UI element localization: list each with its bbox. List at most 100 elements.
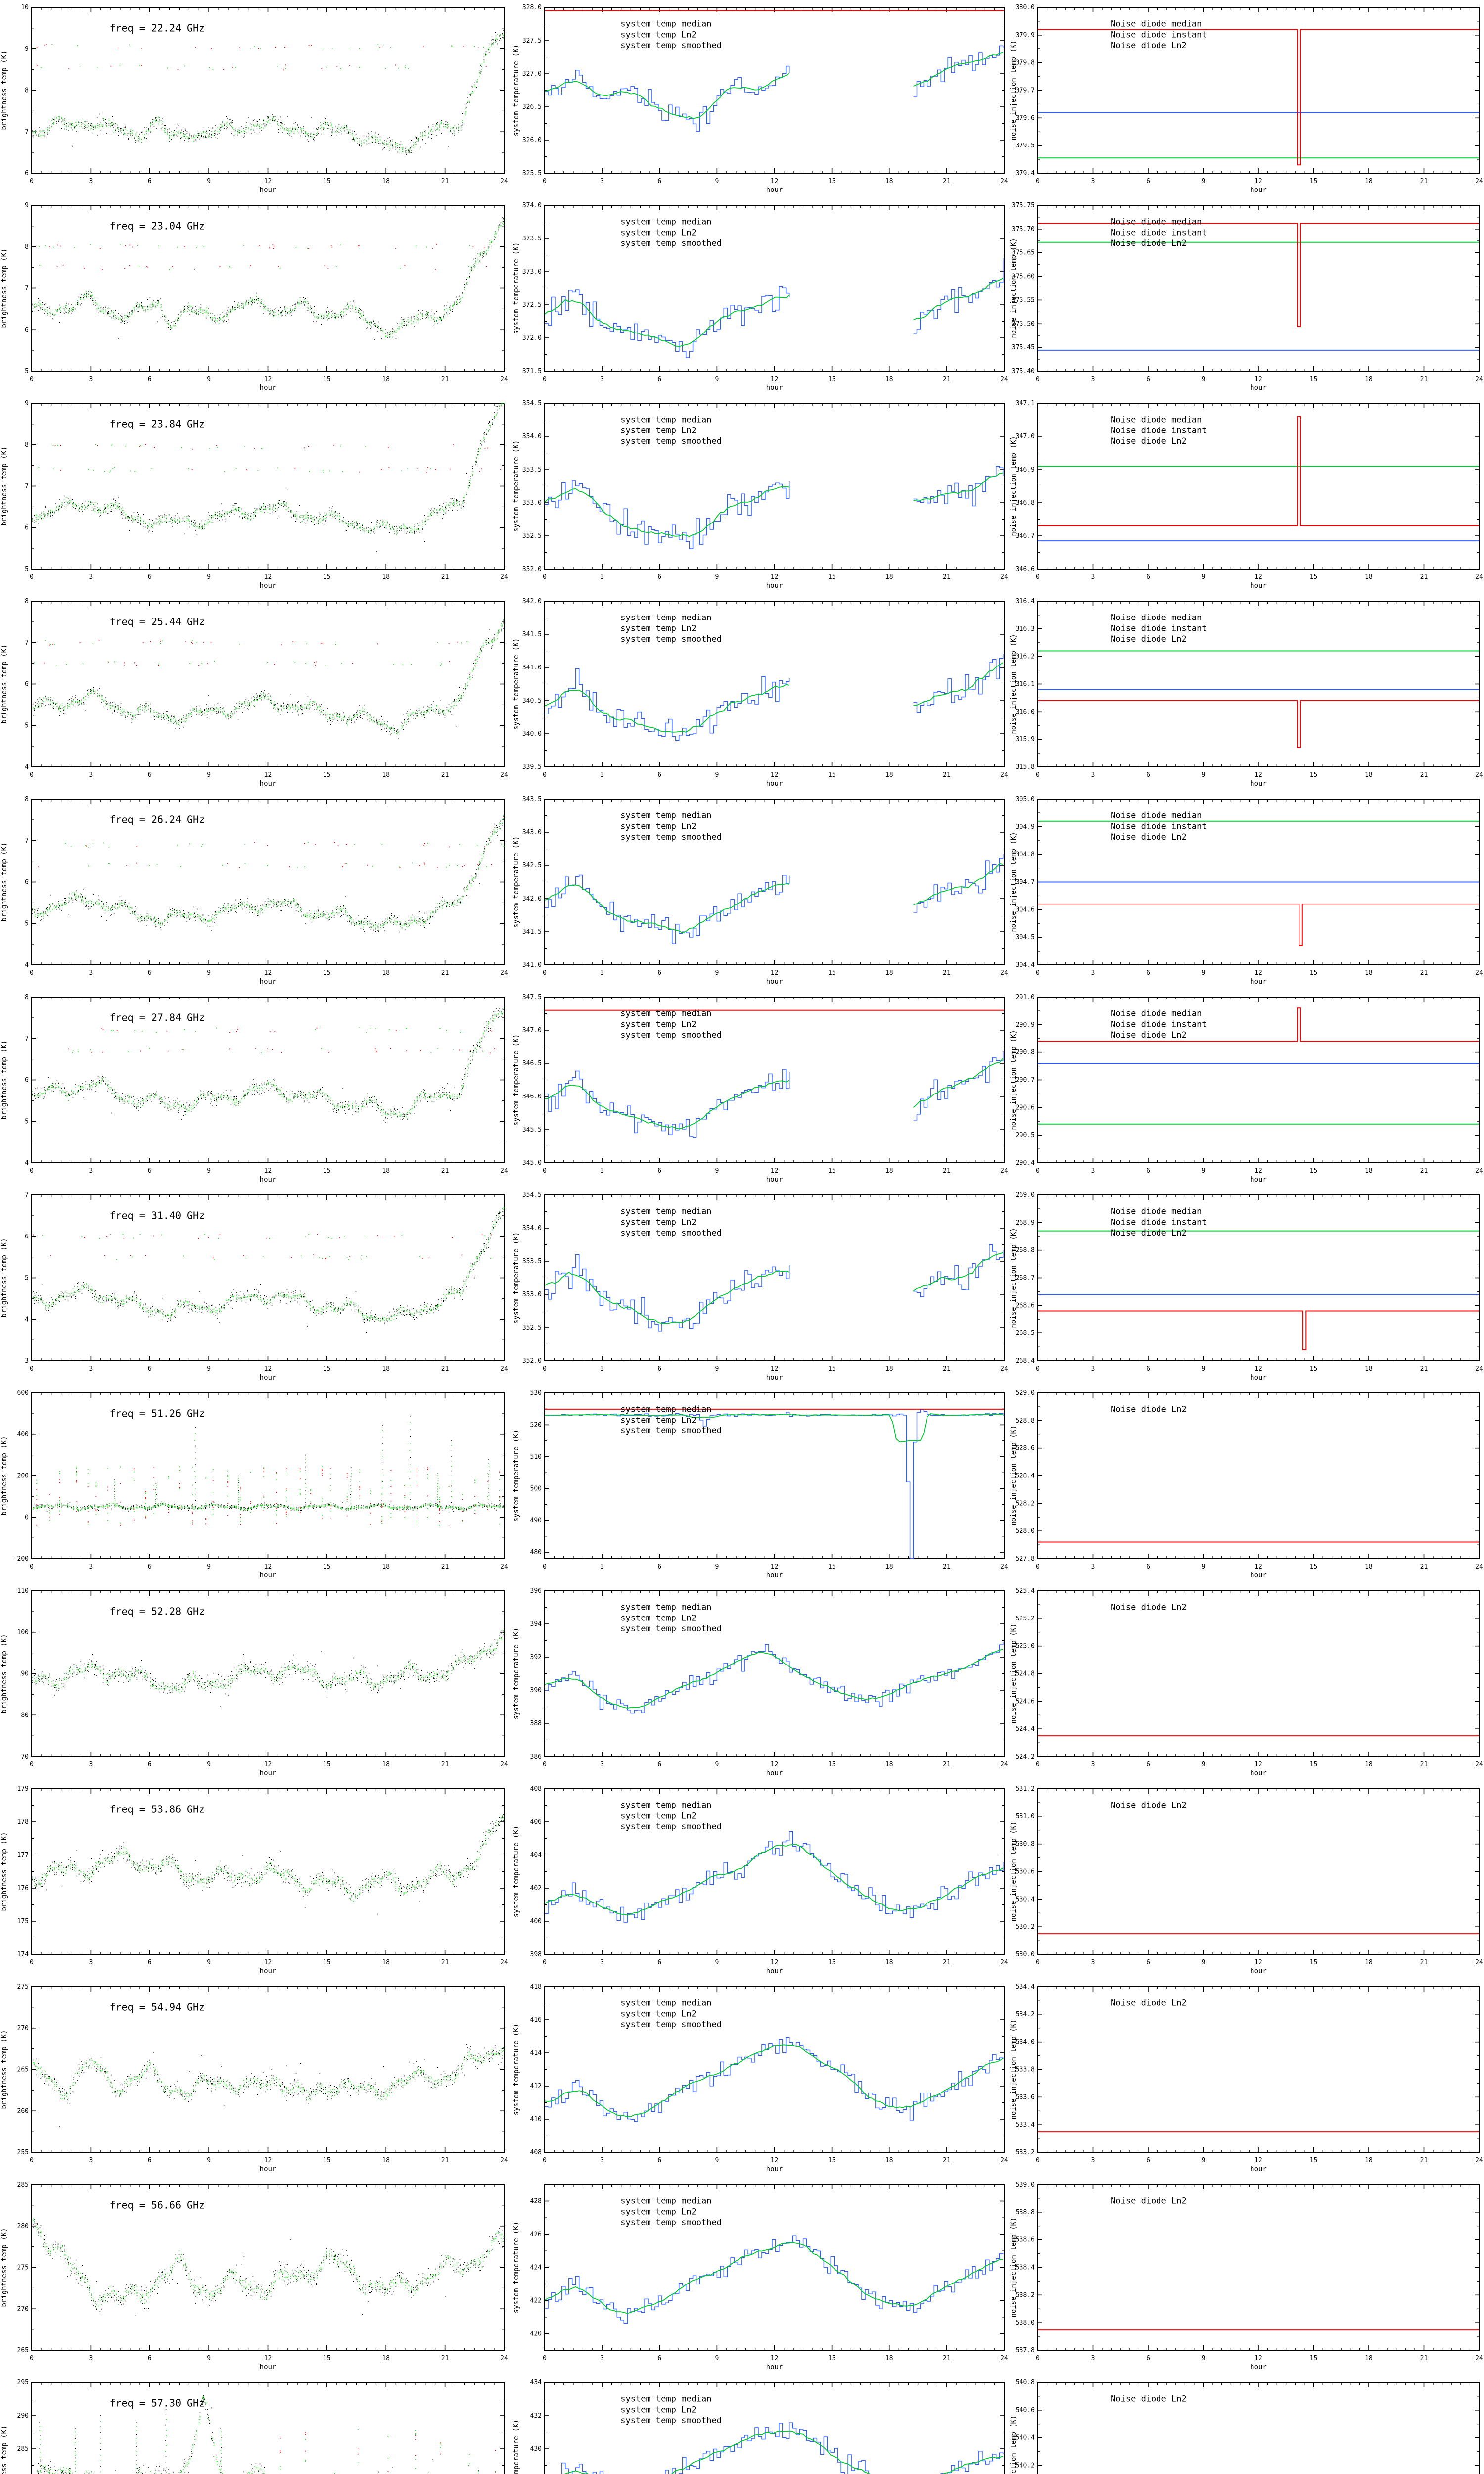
system-temp-legend-entry: system temp Ln2 — [620, 2009, 696, 2019]
y-tick-label: 179 — [17, 1785, 29, 1793]
x-tick-label: 6 — [148, 1959, 152, 1966]
x-tick-label: 21 — [943, 2157, 951, 2164]
system-temp-legend-entry: system temp median — [620, 217, 711, 227]
y-tick-label: 275 — [17, 1983, 29, 1991]
y-tick-label: 531.0 — [1016, 1813, 1035, 1820]
x-tick-label: 21 — [441, 178, 449, 185]
row-5-left-plot: 0 3 6 9 12 15 18 21 24 hour 4 5 6 7 8 brightness temp (… — [0, 796, 508, 986]
x-tick-label: 3 — [600, 1365, 604, 1373]
y-tick-label: 345.5 — [522, 1126, 542, 1134]
x-tick-label: 12 — [264, 376, 272, 383]
x-tick-label: 15 — [323, 1365, 331, 1373]
system-temp-legend-entry: system temp Ln2 — [620, 2207, 696, 2217]
y-tick-label: 540.8 — [1016, 2379, 1035, 2386]
plot-row-7: 0 3 6 9 12 15 18 21 24 hour 3 4 5 6 7 brightness temp (… — [0, 1188, 1484, 1385]
y-tick-label: 8 — [25, 243, 29, 251]
x-tick-label: 24 — [500, 178, 508, 185]
y-tick-label: 375.75 — [1012, 202, 1035, 209]
y-tick-label: 346.6 — [1016, 566, 1035, 573]
x-tick-label: 9 — [1202, 2355, 1206, 2362]
x-tick-label: 3 — [1091, 1365, 1095, 1373]
x-tick-label: 3 — [89, 2157, 93, 2164]
x-tick-label: 15 — [828, 1365, 836, 1373]
y-tick-label: 374.0 — [522, 202, 542, 209]
x-tick-label: 12 — [264, 1761, 272, 1768]
x-tick-label: 21 — [943, 573, 951, 581]
y-axis-title: brightness temp (K) — [0, 248, 8, 328]
x-tick-label: 15 — [1310, 376, 1318, 383]
row-13-middle-plot: 03691215182124hour424426428430432434syst… — [512, 2379, 1005, 2474]
row-4-right-plot: 0 3 6 9 12 15 18 21 24 hour 315.8 315.9 316.0 316.1 31… — [1010, 598, 1483, 788]
x-axis-title: hour — [260, 780, 277, 788]
cell-middle: 0 3 6 9 12 15 18 21 24 hour 420 422 424 426 428 system … — [512, 2177, 1009, 2375]
y-tick-label: 422 — [530, 2297, 542, 2305]
y-tick-label: 354.5 — [522, 400, 542, 407]
x-tick-label: 21 — [943, 2355, 951, 2362]
y-axis-title: system temperature (K) — [512, 1826, 520, 1917]
x-tick-label: 24 — [1000, 573, 1008, 581]
y-tick-label: 304.5 — [1016, 934, 1035, 941]
y-tick-label: 177 — [17, 1852, 29, 1859]
x-tick-label: 15 — [828, 969, 836, 977]
x-tick-label: 6 — [1146, 573, 1150, 581]
y-tick-label: 327.5 — [522, 37, 542, 45]
plot-row-5: 0 3 6 9 12 15 18 21 24 hour 4 5 6 7 8 brightness temp (… — [0, 792, 1484, 990]
y-axis-title: noise injection temp (K) — [1010, 634, 1018, 734]
row-3-left-plot: 0 3 6 9 12 15 18 21 24 hour 5 6 7 8 9 brightness temp (… — [0, 400, 508, 590]
x-tick-label: 12 — [771, 2157, 779, 2164]
x-tick-label: 3 — [1091, 1959, 1095, 1966]
y-tick-label: 6 — [25, 1233, 29, 1240]
x-tick-label: 3 — [1091, 376, 1095, 383]
y-tick-label: 326.0 — [522, 137, 542, 144]
y-tick-label: 375.40 — [1012, 368, 1035, 375]
x-tick-label: 3 — [89, 1365, 93, 1373]
y-tick-label: 270 — [17, 2305, 29, 2313]
noise-diode-legend-entry: Noise diode instant — [1111, 821, 1206, 831]
noise-diode-legend-entry: Noise diode instant — [1111, 426, 1206, 435]
row-1-left-plot: 0 3 6 9 12 15 18 21 24 hour 6 7 8 9 10 brightness temp … — [0, 4, 508, 194]
plot-title: freq = 26.24 GHz — [110, 814, 205, 826]
x-tick-label: 6 — [148, 178, 152, 185]
cell-right: 0 3 6 9 12 15 18 21 24 hour 290.4 290.5 290.6 290.7 29… — [1009, 990, 1484, 1188]
y-tick-label: 538.2 — [1016, 2291, 1035, 2299]
system-temp-legend-entry: system temp Ln2 — [620, 821, 696, 831]
x-tick-label: 6 — [148, 1365, 152, 1373]
x-tick-label: 24 — [1475, 1365, 1483, 1373]
y-tick-label: 354.0 — [522, 1225, 542, 1232]
x-tick-label: 21 — [1420, 2355, 1428, 2362]
y-axis-title: brightness temp (K) — [0, 50, 8, 130]
x-tick-label: 0 — [543, 1959, 547, 1966]
x-tick-label: 18 — [1365, 1563, 1373, 1570]
x-tick-label: 0 — [30, 1563, 34, 1570]
cell-right: 0 3 6 9 12 15 18 21 24 hour 375.40 375.45 375.50 375.… — [1009, 198, 1484, 396]
y-tick-label: 525.0 — [1016, 1643, 1035, 1650]
x-tick-label: 15 — [323, 1167, 331, 1175]
x-tick-label: 21 — [1420, 178, 1428, 185]
y-tick-label: 255 — [17, 2149, 29, 2156]
y-tick-label: 400 — [530, 1918, 542, 1925]
x-tick-label: 12 — [771, 1959, 779, 1966]
x-tick-label: 0 — [1036, 573, 1040, 581]
x-tick-label: 21 — [441, 1365, 449, 1373]
x-tick-label: 15 — [828, 573, 836, 581]
y-tick-label: 533.4 — [1016, 2121, 1035, 2129]
y-tick-label: 295 — [17, 2379, 29, 2386]
x-tick-label: 9 — [207, 376, 211, 383]
x-tick-label: 0 — [1036, 1167, 1040, 1175]
x-tick-label: 0 — [30, 178, 34, 185]
x-tick-label: 12 — [264, 1959, 272, 1966]
system-temp-legend-entry: system temp Ln2 — [620, 30, 696, 40]
y-axis-title: system temperature (K) — [512, 242, 520, 334]
y-tick-label: 304.7 — [1016, 879, 1035, 886]
y-tick-label: 347.0 — [1016, 433, 1035, 440]
y-tick-label: 341.0 — [522, 664, 542, 671]
x-tick-label: 21 — [1420, 1167, 1428, 1175]
row-2-left-plot: 0 3 6 9 12 15 18 21 24 hour 5 6 7 8 9 brightness temp (… — [0, 202, 508, 392]
x-tick-label: 12 — [1254, 1563, 1262, 1570]
y-tick-label: 530 — [530, 1389, 542, 1397]
y-tick-label: 90 — [21, 1670, 29, 1678]
x-tick-label: 18 — [885, 1365, 893, 1373]
x-tick-label: 18 — [885, 2157, 893, 2164]
x-tick-label: 0 — [1036, 376, 1040, 383]
x-tick-label: 12 — [264, 1365, 272, 1373]
